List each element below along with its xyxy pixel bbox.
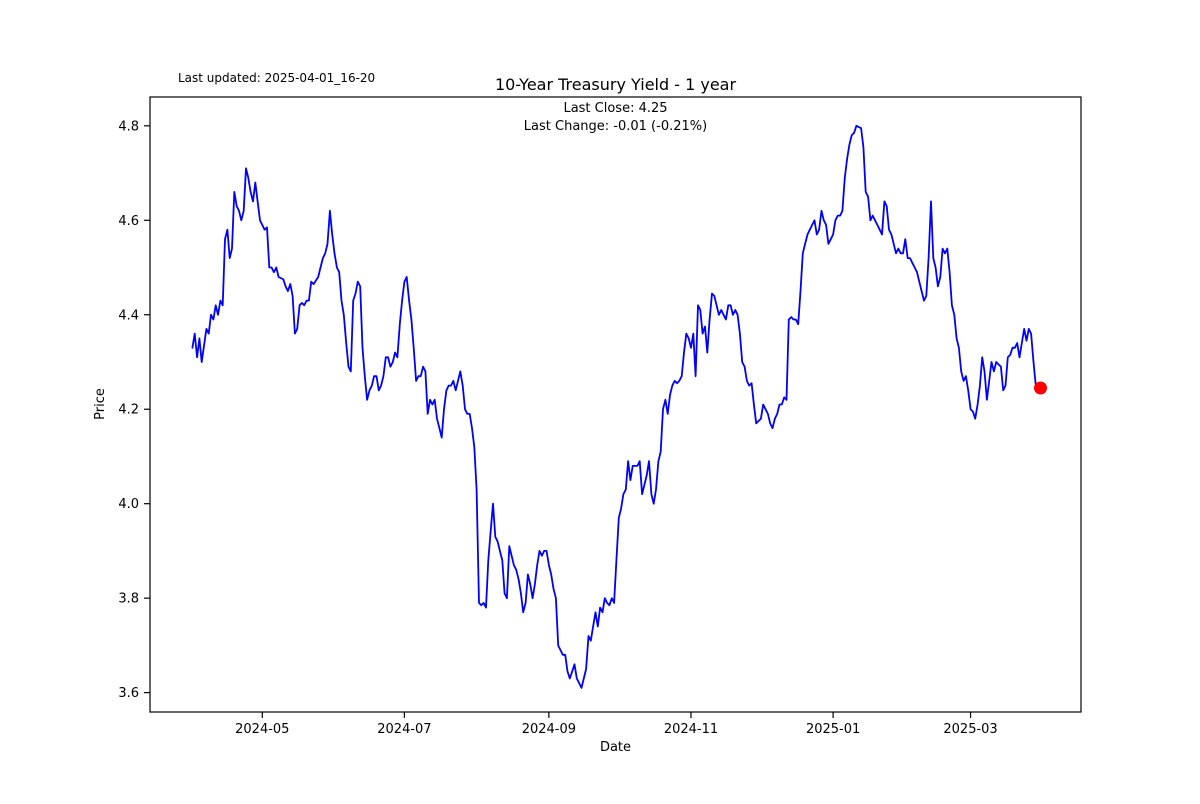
x-axis-label: Date [600, 740, 631, 755]
x-tick-label: 2025-01 [806, 722, 860, 737]
y-tick-label: 3.6 [118, 686, 139, 701]
last-close-marker-dot [1034, 381, 1047, 395]
plot-area-border [149, 96, 1082, 713]
y-tick-label: 3.8 [118, 592, 139, 607]
last-updated-annotation: Last updated: 2025-04-01_16-20 [178, 71, 375, 85]
x-tick-label: 2024-05 [235, 722, 289, 737]
y-axis-label: Price [93, 388, 108, 420]
x-tick-label: 2024-09 [522, 722, 576, 737]
y-tick-label: 4.4 [118, 308, 139, 323]
subtitle-last-change: Last Change: -0.01 (-0.21%) [524, 119, 707, 134]
y-tick-label: 4.8 [118, 119, 139, 134]
y-tick-label: 4.2 [118, 403, 139, 418]
x-tick-label: 2024-07 [377, 722, 431, 737]
y-tick-label: 4.0 [118, 497, 139, 512]
x-tick-label: 2025-03 [943, 722, 997, 737]
y-axis-ticks: 3.6 3.8 4.0 4.2 4.4 4.6 4.8 [118, 119, 150, 701]
chart-title: 10-Year Treasury Yield - 1 year [495, 75, 737, 94]
x-tick-label: 2024-11 [664, 722, 718, 737]
x-axis-ticks: 2024-05 2024-07 2024-09 2024-11 2025-01 2025-… [235, 712, 998, 737]
y-tick-label: 4.6 [118, 214, 139, 229]
yield-line-series [191, 124, 1042, 689]
subtitle-last-close: Last Close: 4.25 [563, 101, 667, 116]
